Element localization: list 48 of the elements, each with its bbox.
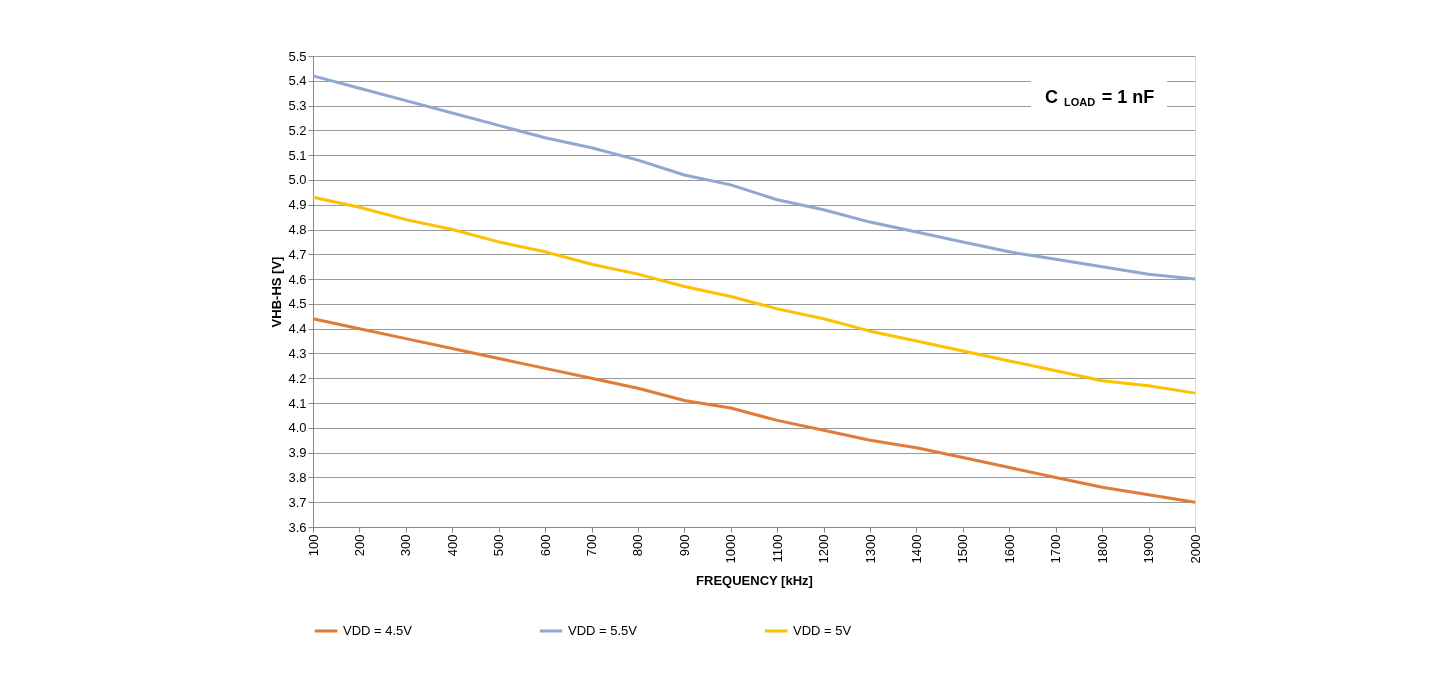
x-tick-label: 1000 bbox=[723, 534, 739, 564]
x-tick-label: 1300 bbox=[862, 534, 878, 564]
line-series bbox=[311, 74, 1197, 281]
y-tick-label: 3.9 bbox=[288, 445, 307, 461]
y-tick-label: 5.1 bbox=[288, 147, 307, 163]
x-tick-label: 500 bbox=[491, 534, 507, 557]
x-tick-label: 800 bbox=[630, 534, 646, 557]
legend-label: VDD = 5.5V bbox=[568, 623, 638, 638]
x-tick-label: 1500 bbox=[955, 534, 971, 564]
line-series bbox=[311, 195, 1197, 395]
y-tick-label: 3.8 bbox=[288, 469, 307, 485]
y-tick-label: 4.7 bbox=[288, 246, 307, 262]
x-tick-label: 1700 bbox=[1048, 534, 1064, 564]
y-axis-title: VHB-HS [V] bbox=[269, 256, 285, 328]
y-tick-label: 4.4 bbox=[288, 321, 307, 337]
x-tick-label: 1200 bbox=[816, 534, 832, 564]
y-tick-label: 5.2 bbox=[288, 122, 307, 138]
x-tick-label: 2000 bbox=[1187, 534, 1203, 564]
x-tick-label: 200 bbox=[351, 534, 367, 557]
y-tick-label: 5.5 bbox=[288, 48, 307, 64]
x-tick-label: 600 bbox=[537, 534, 553, 557]
y-tick-label: 4.1 bbox=[288, 395, 307, 411]
y-tick-label: 3.6 bbox=[288, 519, 307, 535]
x-tick-label: 1100 bbox=[769, 534, 785, 563]
y-tick-label: 4.9 bbox=[288, 197, 307, 213]
x-tick-label: 700 bbox=[584, 534, 600, 557]
line-series bbox=[311, 317, 1197, 504]
y-tick-label: 5.0 bbox=[288, 172, 307, 188]
y-tick-label: 4.8 bbox=[288, 222, 307, 238]
y-tick-label: 4.3 bbox=[288, 345, 307, 361]
y-tick-label: 4.0 bbox=[288, 420, 307, 436]
x-tick-label: 900 bbox=[676, 534, 692, 557]
x-axis-title: FREQUENCY [kHz] bbox=[696, 573, 813, 589]
x-tick-label: 1900 bbox=[1141, 534, 1157, 564]
y-tick-label: 4.5 bbox=[288, 296, 307, 312]
x-tick-label: 100 bbox=[305, 534, 321, 557]
x-tick-label: 1600 bbox=[1001, 534, 1017, 564]
y-tick-label: 3.7 bbox=[288, 494, 307, 510]
x-tick-label: 1400 bbox=[908, 534, 924, 564]
x-tick-label: 300 bbox=[398, 534, 414, 557]
y-tick-label: 4.2 bbox=[288, 370, 307, 386]
x-tick-label: 400 bbox=[444, 534, 460, 557]
y-tick-label: 5.3 bbox=[288, 98, 307, 114]
legend-label: VDD = 5V bbox=[793, 623, 852, 638]
x-tick-label: 1800 bbox=[1094, 534, 1110, 564]
legend-label: VDD = 4.5V bbox=[343, 623, 413, 638]
y-tick-label: 4.6 bbox=[288, 271, 307, 287]
y-tick-label: 5.4 bbox=[288, 73, 307, 89]
